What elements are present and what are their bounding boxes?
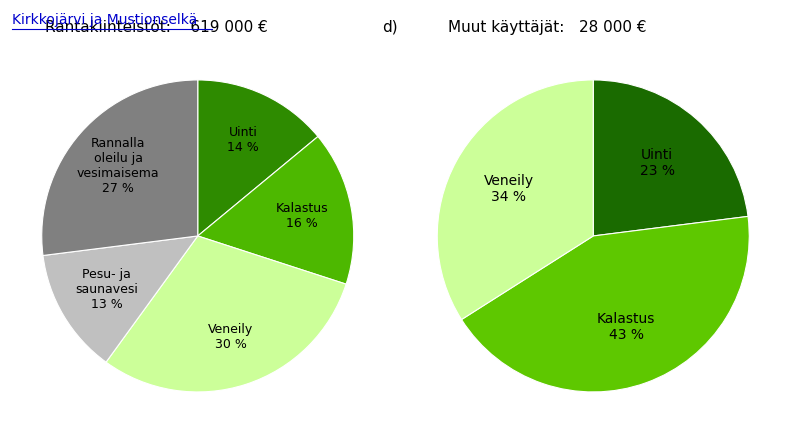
- Wedge shape: [461, 216, 749, 392]
- Text: Rantakiinteistöt:    619 000 €: Rantakiinteistöt: 619 000 €: [45, 20, 267, 35]
- Wedge shape: [42, 80, 198, 256]
- Wedge shape: [198, 136, 354, 284]
- Text: Uinti
14 %: Uinti 14 %: [227, 126, 259, 154]
- Text: Veneily
30 %: Veneily 30 %: [208, 323, 253, 351]
- Wedge shape: [593, 80, 748, 236]
- Text: Kalastus
16 %: Kalastus 16 %: [275, 202, 328, 230]
- Text: Pesu- ja
saunavesi
13 %: Pesu- ja saunavesi 13 %: [75, 269, 138, 311]
- Wedge shape: [43, 236, 198, 362]
- Text: Uinti
23 %: Uinti 23 %: [640, 148, 675, 178]
- Text: d): d): [382, 20, 398, 35]
- Text: Veneily
34 %: Veneily 34 %: [483, 174, 534, 205]
- Text: Kalastus
43 %: Kalastus 43 %: [597, 312, 655, 342]
- Wedge shape: [198, 80, 318, 236]
- Wedge shape: [437, 80, 593, 320]
- Wedge shape: [106, 236, 346, 392]
- Text: Muut käyttäjät:   28 000 €: Muut käyttäjät: 28 000 €: [448, 20, 646, 35]
- Text: Kirkkojärvi ja Mustionselkä: Kirkkojärvi ja Mustionselkä: [12, 13, 197, 27]
- Text: Rannalla
oleilu ja
vesimaisema
27 %: Rannalla oleilu ja vesimaisema 27 %: [77, 137, 160, 195]
